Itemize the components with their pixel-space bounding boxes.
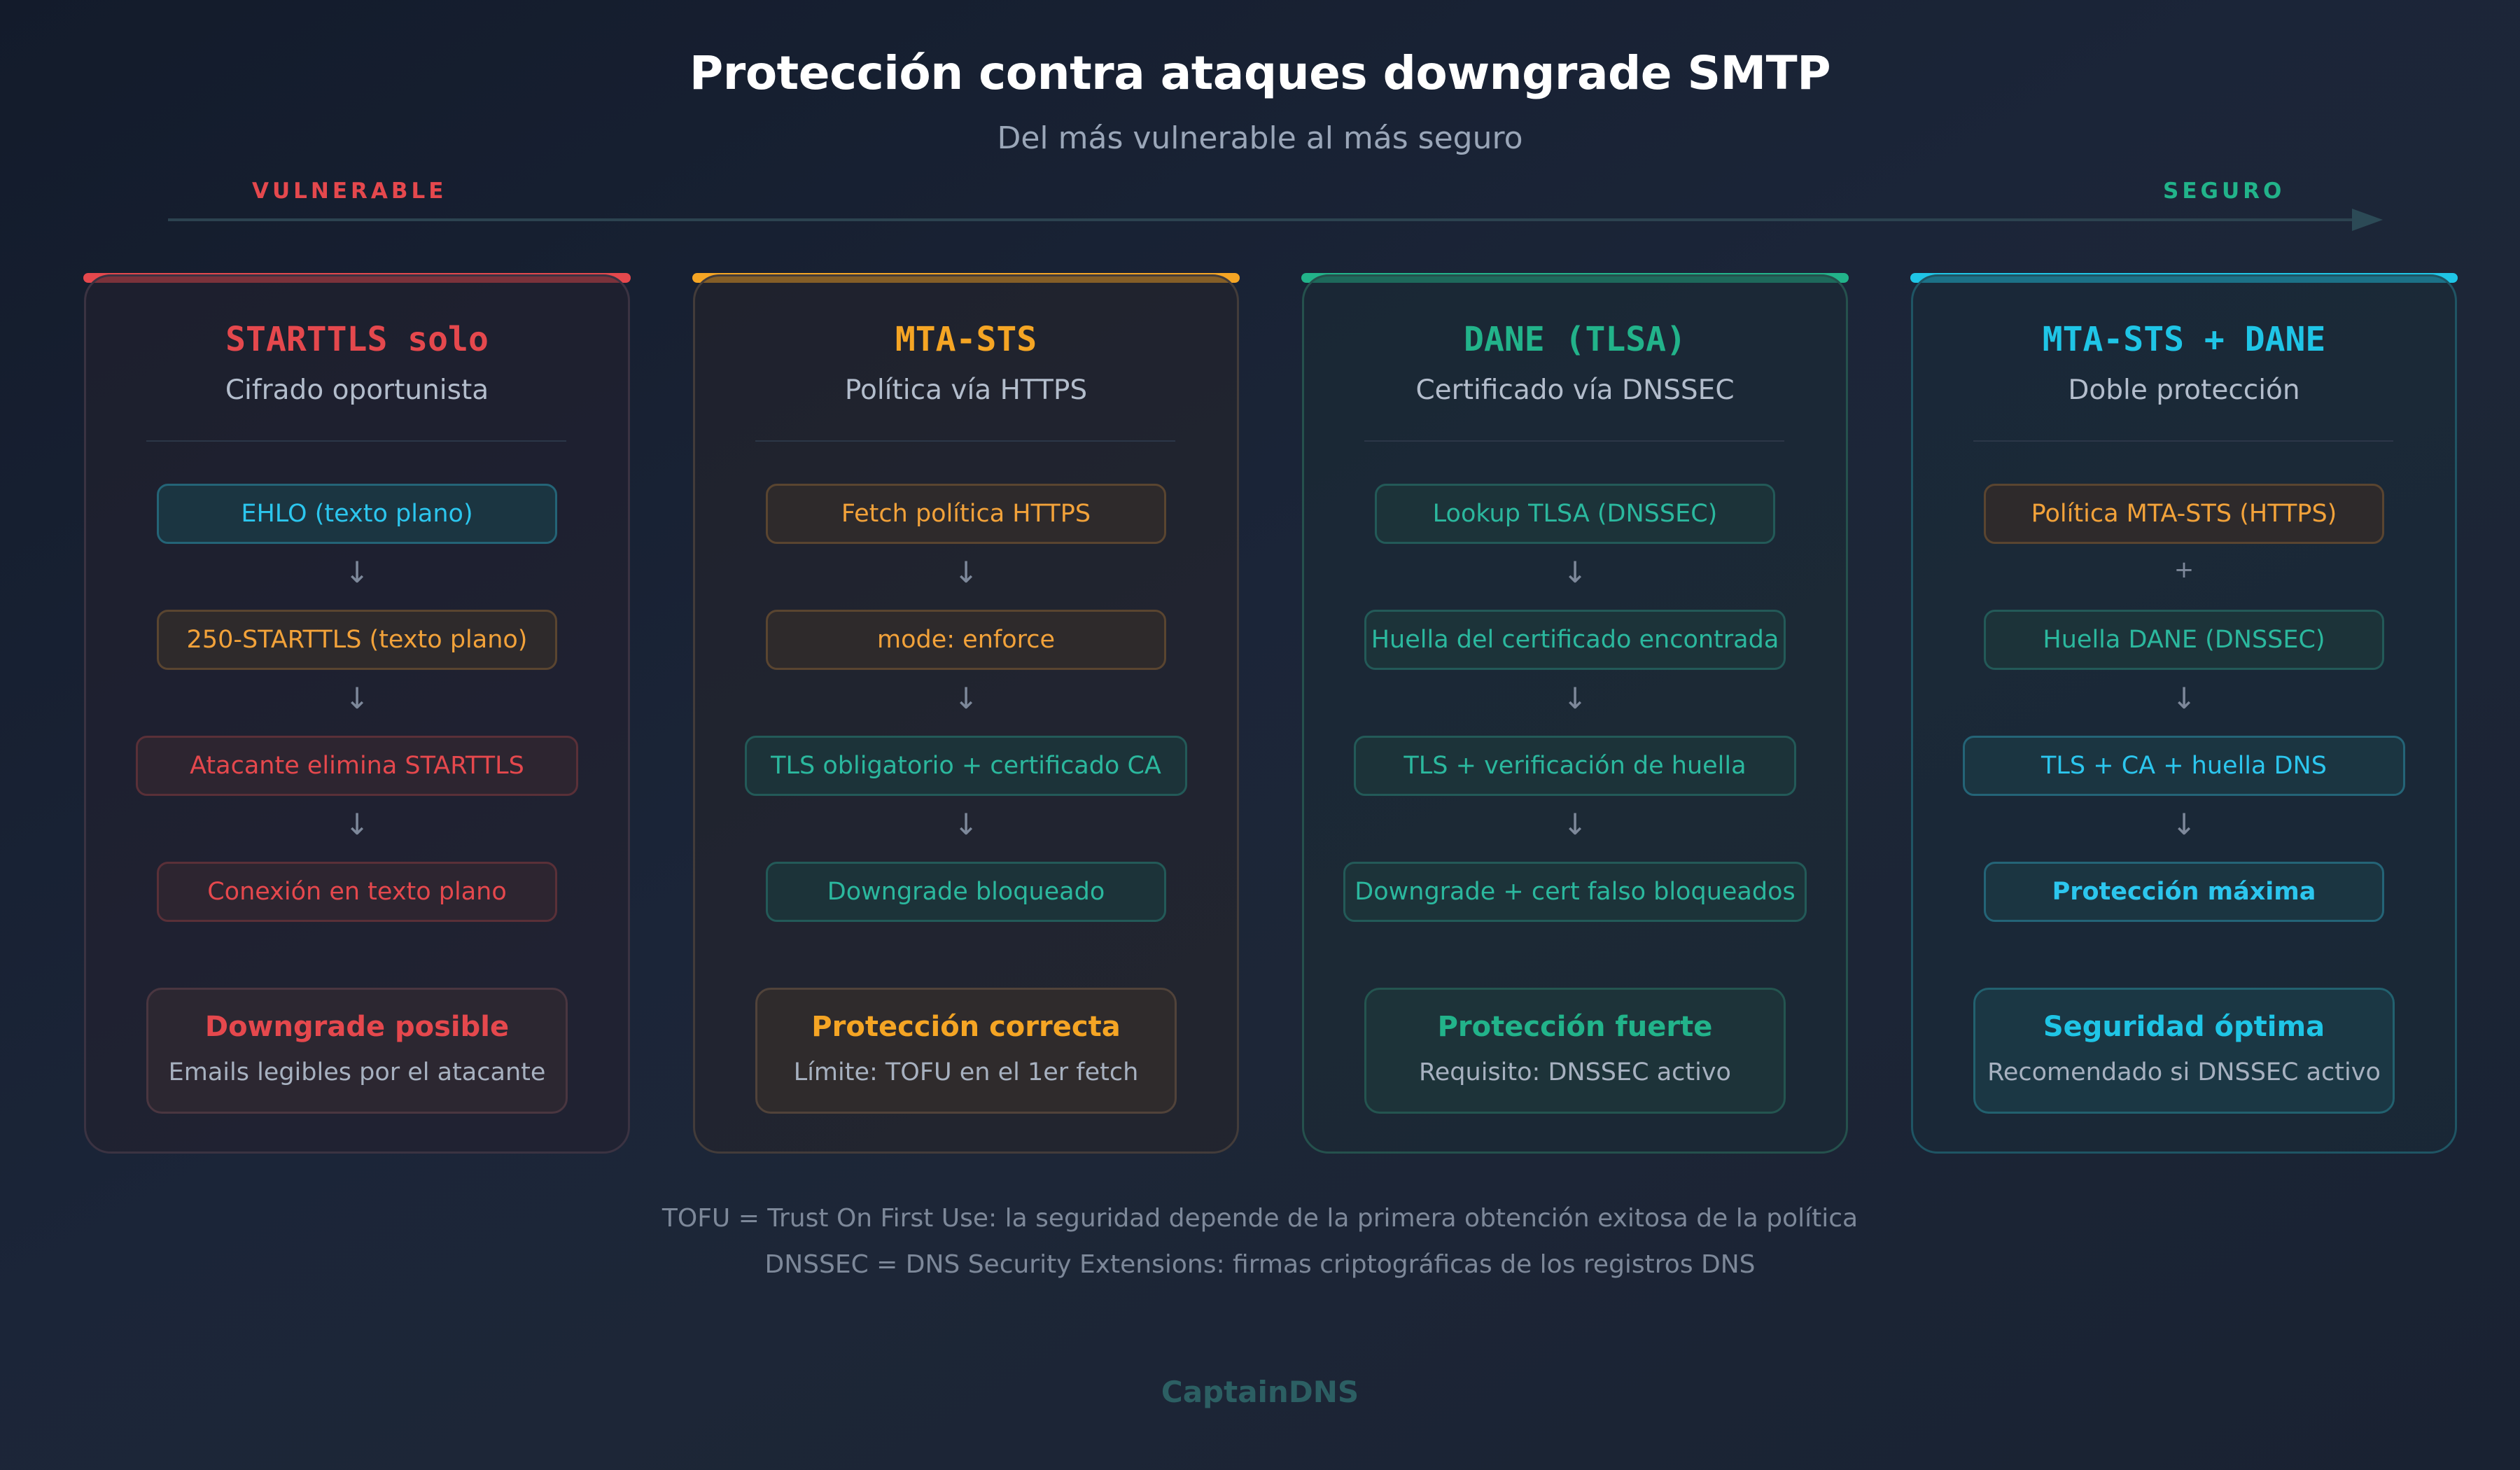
column-card-dane: DANE (TLSA) Certificado vía DNSSEC Lookup … [1302,274,1848,1154]
flow-step-3: TLS obligatorio + certificado CA [745,736,1187,796]
plus-icon: + [2174,556,2194,584]
scale-label-seguro: SEGURO [2163,178,2286,204]
flow-step-3: TLS + CA + huella DNS [1963,736,2405,796]
flow-step-3: Atacante elimina STARTTLS [136,736,578,796]
arrow-down-icon: ↓ [2171,681,2197,715]
summary-description: Recomendado si DNSSEC activo [1987,1058,2381,1086]
column-summary: Downgrade posible Emails legibles por el … [146,988,568,1114]
arrow-down-icon: ↓ [953,681,979,715]
column-card-starttls: STARTTLS solo Cifrado oportunista EHLO (te… [84,274,630,1154]
flow-step-1: Política MTA-STS (HTTPS) [1984,484,2384,544]
summary-description: Emails legibles por el atacante [168,1058,546,1086]
column-subtitle: Política vía HTTPS [844,374,1088,406]
column-title: MTA-STS [895,320,1037,359]
arrow-down-icon: ↓ [2171,807,2197,841]
arrow-down-icon: ↓ [953,807,979,841]
flow-step-1: Lookup TLSA (DNSSEC) [1375,484,1775,544]
arrow-down-icon: ↓ [344,555,370,589]
scale-label-vulnerable: VULNERABLE [252,178,447,204]
arrow-down-icon: ↓ [344,807,370,841]
diagram-title: Protección contra ataques downgrade SMTP [689,46,1831,100]
flow-step-1: Fetch política HTTPS [766,484,1166,544]
column-summary: Protección fuerte Requisito: DNSSEC activ… [1364,988,1786,1114]
flow-step-4: Protección máxima [1984,862,2384,922]
summary-title: Seguridad óptima [2043,1011,2325,1043]
arrow-down-icon: ↓ [1562,555,1588,589]
flow-step-2: 250-STARTTLS (texto plano) [157,610,557,670]
column-card-mta-sts-dane: MTA-STS + DANE Doble protección Política M… [1911,274,2457,1154]
footnote-tofu: TOFU = Trust On First Use: la seguridad … [662,1204,1858,1233]
column-subtitle: Cifrado oportunista [225,374,489,406]
column-divider [146,440,566,442]
arrow-down-icon: ↓ [1562,681,1588,715]
column-summary: Seguridad óptima Recomendado si DNSSEC ac… [1973,988,2395,1114]
summary-title: Protección correcta [811,1011,1121,1043]
footnote-dnssec: DNSSEC = DNS Security Extensions: firmas… [764,1250,1756,1279]
flow-step-4: Conexión en texto plano [157,862,557,922]
column-divider [755,440,1175,442]
flow-step-4: Downgrade + cert falso bloqueados [1343,862,1807,922]
column-title: DANE (TLSA) [1464,320,1686,359]
flow-step-2: Huella DANE (DNSSEC) [1984,610,2384,670]
column-card-mta-sts: MTA-STS Política vía HTTPS Fetch política … [693,274,1239,1154]
diagram-subtitle: Del más vulnerable al más seguro [997,120,1523,156]
flow-step-1: EHLO (texto plano) [157,484,557,544]
summary-title: Downgrade posible [204,1011,510,1043]
column-title: MTA-STS + DANE [2042,320,2326,359]
scale-arrow-head [2352,209,2383,231]
column-title: STARTTLS solo [225,320,489,359]
summary-description: Límite: TOFU en el 1er fetch [793,1058,1139,1086]
brand-logo: CaptainDNS [1161,1375,1359,1409]
column-divider [1973,440,2393,442]
column-subtitle: Doble protección [2068,374,2300,406]
arrow-down-icon: ↓ [1562,807,1588,841]
column-summary: Protección correcta Límite: TOFU en el 1e… [755,988,1177,1114]
flow-step-3: TLS + verificación de huella [1354,736,1796,796]
arrow-down-icon: ↓ [953,555,979,589]
summary-description: Requisito: DNSSEC activo [1419,1058,1731,1086]
column-subtitle: Certificado vía DNSSEC [1415,374,1735,406]
arrow-down-icon: ↓ [344,681,370,715]
flow-step-2: mode: enforce [766,610,1166,670]
flow-step-2: Huella del certificado encontrada [1364,610,1786,670]
flow-step-4: Downgrade bloqueado [766,862,1166,922]
column-divider [1364,440,1784,442]
scale-line [168,218,2359,221]
summary-title: Protección fuerte [1437,1011,1713,1043]
